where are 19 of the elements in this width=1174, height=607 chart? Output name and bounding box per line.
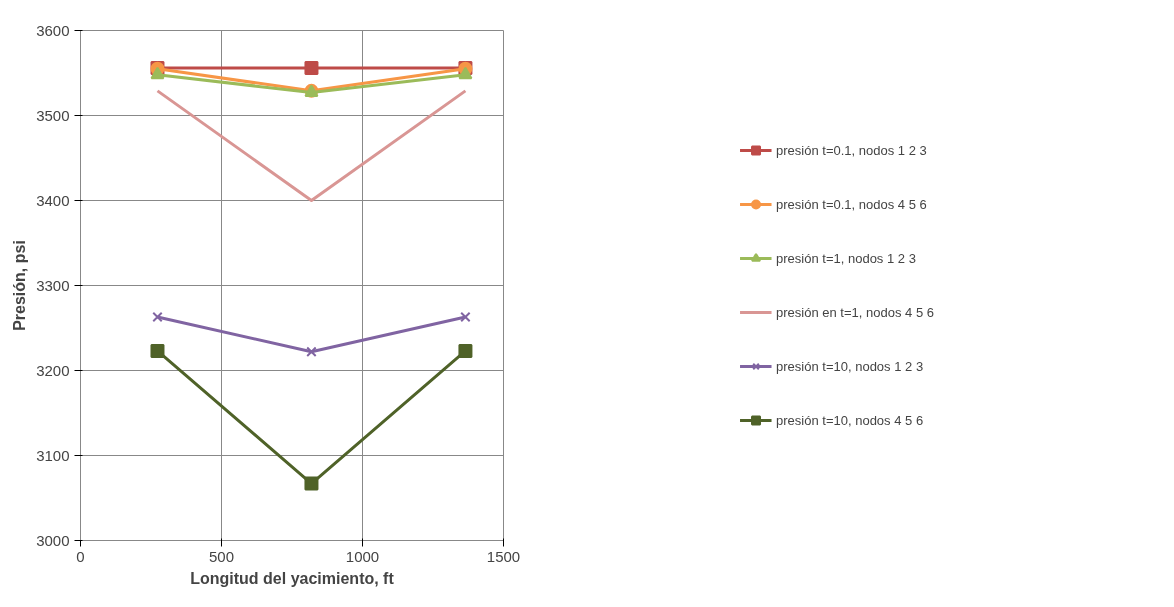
- legend-label: presión t=1, nodos 1 2 3: [776, 250, 916, 266]
- x-tick-label: 1500: [486, 547, 521, 565]
- legend-label: presión t=10, nodos 1 2 3: [776, 358, 924, 374]
- y-tick-label: 3400: [36, 191, 70, 209]
- y-tick-label: 3100: [36, 446, 70, 464]
- y-tick-label: 3200: [36, 361, 70, 379]
- x-tick-label: 1000: [345, 547, 380, 565]
- legend-label: presión t=0.1, nodos 1 2 3: [776, 142, 927, 158]
- legend-label: presión en t=1, nodos 4 5 6: [776, 304, 934, 320]
- legend-label: presión t=10, nodos 4 5 6: [776, 412, 924, 428]
- x-axis-title: Longitud del yacimiento, ft: [190, 569, 395, 587]
- x-tick-label: 0: [76, 547, 85, 565]
- y-tick-label: 3600: [36, 21, 70, 39]
- y-tick-label: 3300: [36, 276, 70, 294]
- y-axis-title: Presión, psi: [11, 240, 29, 331]
- y-tick-label: 3000: [36, 531, 70, 549]
- y-tick-label: 3500: [36, 106, 70, 124]
- legend-label: presión t=0.1, nodos 4 5 6: [776, 196, 927, 212]
- x-tick-label: 500: [208, 547, 235, 565]
